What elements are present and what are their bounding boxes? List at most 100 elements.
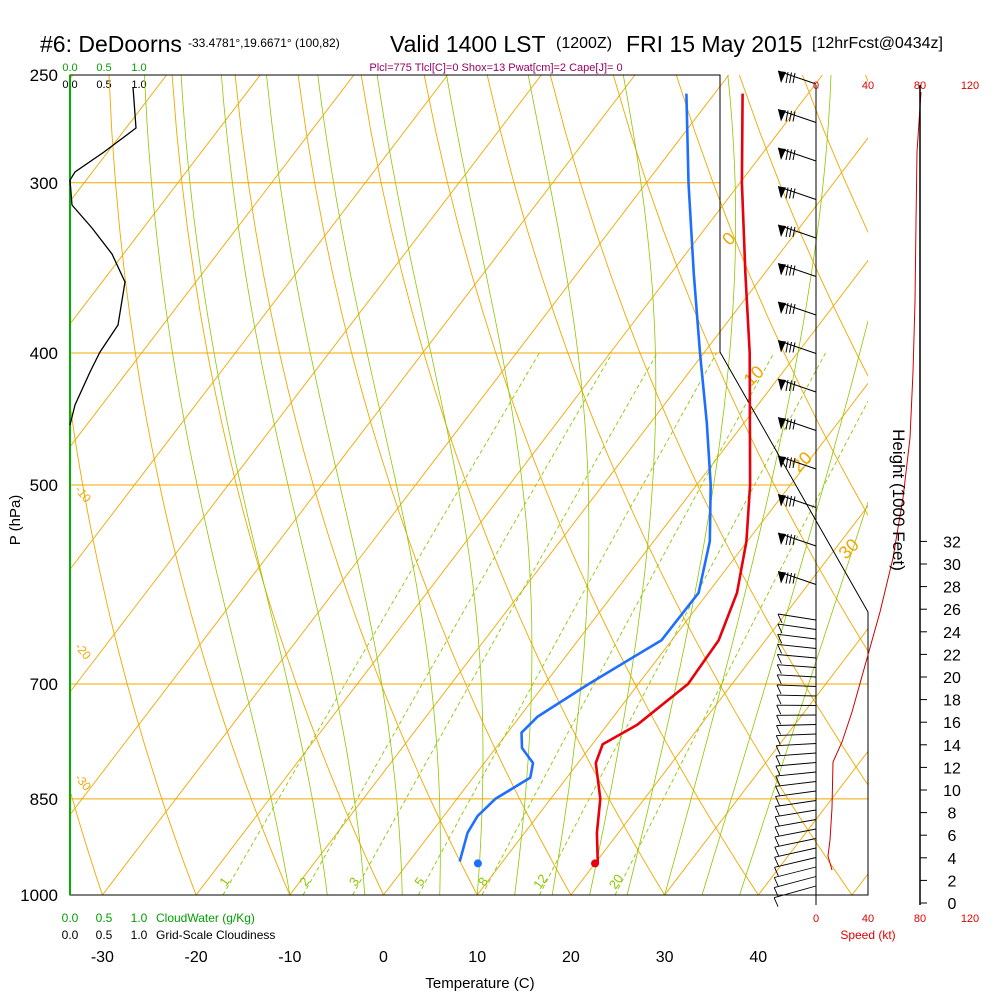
wind-barb <box>777 571 817 585</box>
barb-flag <box>789 187 792 199</box>
temperature-axis: -30 -20 -10 0 10 20 30 40 <box>91 949 767 966</box>
barb-shaft <box>774 847 817 858</box>
barb-flag <box>785 533 789 546</box>
station-coords: -33.4781°,19.6671° (100,82) <box>188 36 340 50</box>
wind-barb <box>777 643 817 654</box>
wind-barb <box>777 340 817 354</box>
barb-flag <box>792 226 796 238</box>
barb-shaft <box>774 819 817 828</box>
barb-flag <box>776 654 782 664</box>
moist-adiabat <box>739 500 868 895</box>
bottom-black-tick: 0.0 <box>62 928 79 942</box>
speed-axis: 0 40 80 120 0 40 80 120 Speed (kt) <box>813 80 979 942</box>
barb-flag <box>789 457 792 469</box>
barb-flag <box>777 644 783 654</box>
isotherm-line <box>70 75 355 448</box>
wind-barb <box>774 838 817 857</box>
wind-barb <box>777 301 817 316</box>
moist-adiabat <box>221 75 366 895</box>
zulu-time: (1200Z) <box>556 35 612 52</box>
barb-flag <box>776 705 782 715</box>
pressure-tick: 250 <box>30 66 58 85</box>
height-tick: 2 <box>948 873 957 890</box>
dry-adiabat-lines <box>0 75 1000 895</box>
wind-barb <box>776 664 817 674</box>
barb-shaft <box>774 838 817 848</box>
barb-flag <box>789 418 792 430</box>
barb-pennant <box>778 263 786 276</box>
dry-adiabat <box>0 75 9 895</box>
forecast-info: [12hrFcst@0434z] <box>812 35 943 52</box>
cloudwater-label: CloudWater (g/Kg) <box>156 911 255 925</box>
cloudiness-label: Grid-Scale Cloudiness <box>156 928 275 942</box>
barb-shaft <box>775 752 817 757</box>
wind-barb <box>777 613 817 624</box>
wind-barb <box>776 724 817 735</box>
barb-flag <box>792 573 796 584</box>
wind-barbs <box>773 70 817 907</box>
barb-flag <box>773 877 779 887</box>
barb-flag <box>775 765 781 776</box>
wind-barb <box>776 704 817 715</box>
barb-flag <box>785 379 789 392</box>
pressure-tick: 400 <box>30 344 58 363</box>
height-tick: 26 <box>943 602 961 619</box>
barb-shaft <box>775 800 817 807</box>
dewpoint-trace <box>458 93 713 862</box>
barb-flag <box>789 572 792 584</box>
barb-pennant <box>778 302 786 314</box>
wind-barb <box>777 623 817 634</box>
barb-flag <box>785 148 789 161</box>
dry-adiabat <box>928 75 1000 895</box>
speed-tick-bottom: 0 <box>813 913 819 925</box>
height-tick: 30 <box>943 557 961 574</box>
height-tick: 28 <box>943 580 961 597</box>
pressure-tick: 500 <box>30 476 58 495</box>
barb-flag <box>775 786 781 796</box>
barb-flag <box>773 897 779 907</box>
dry-adiabat <box>738 75 868 377</box>
speed-tick-top: 40 <box>862 80 874 92</box>
surface-temperature-marker <box>591 859 599 868</box>
barb-flag <box>775 735 781 745</box>
speed-tick-bottom: 40 <box>862 913 874 925</box>
barb-flag <box>792 457 796 469</box>
mixing-ratio-line <box>539 352 826 895</box>
mixing-ratio-label: 8 <box>475 874 491 889</box>
moist-adiabat <box>527 75 590 895</box>
barb-flag <box>792 496 796 507</box>
bottom-black-tick: 0.5 <box>96 928 113 942</box>
barb-flag <box>792 111 796 122</box>
mixing-ratio-line <box>222 352 540 895</box>
barb-flag <box>789 303 792 315</box>
wind-barb <box>776 694 817 705</box>
barb-flag <box>776 674 782 684</box>
barb-pennant <box>778 571 786 584</box>
barb-shaft <box>776 684 817 687</box>
temperature-tick: -20 <box>185 949 208 966</box>
barb-flag <box>785 418 789 430</box>
isotherm-line <box>851 873 868 895</box>
barb-shaft <box>777 613 817 621</box>
top-green-tick: 0.0 <box>62 62 77 74</box>
pressure-tick: 1000 <box>20 886 58 905</box>
barb-flag <box>774 826 780 836</box>
height-tick: 22 <box>943 647 961 664</box>
isotherm-line <box>664 627 868 895</box>
barb-flag <box>792 342 796 353</box>
dry-adiabat <box>171 75 384 895</box>
temperature-tick: 40 <box>749 949 767 966</box>
barb-flag <box>776 684 782 695</box>
barb-flag <box>776 664 782 674</box>
wind-barb <box>775 743 817 755</box>
barb-flag <box>776 725 781 735</box>
height-tick: 12 <box>943 760 961 777</box>
barb-flag <box>789 495 792 507</box>
dry-adiabat <box>549 75 868 786</box>
barb-flag <box>774 867 779 877</box>
moist-adiabat <box>626 75 736 895</box>
barb-shaft <box>777 674 817 678</box>
barb-shaft <box>777 623 817 630</box>
wind-barb <box>777 109 817 123</box>
barb-pennant <box>778 456 786 468</box>
